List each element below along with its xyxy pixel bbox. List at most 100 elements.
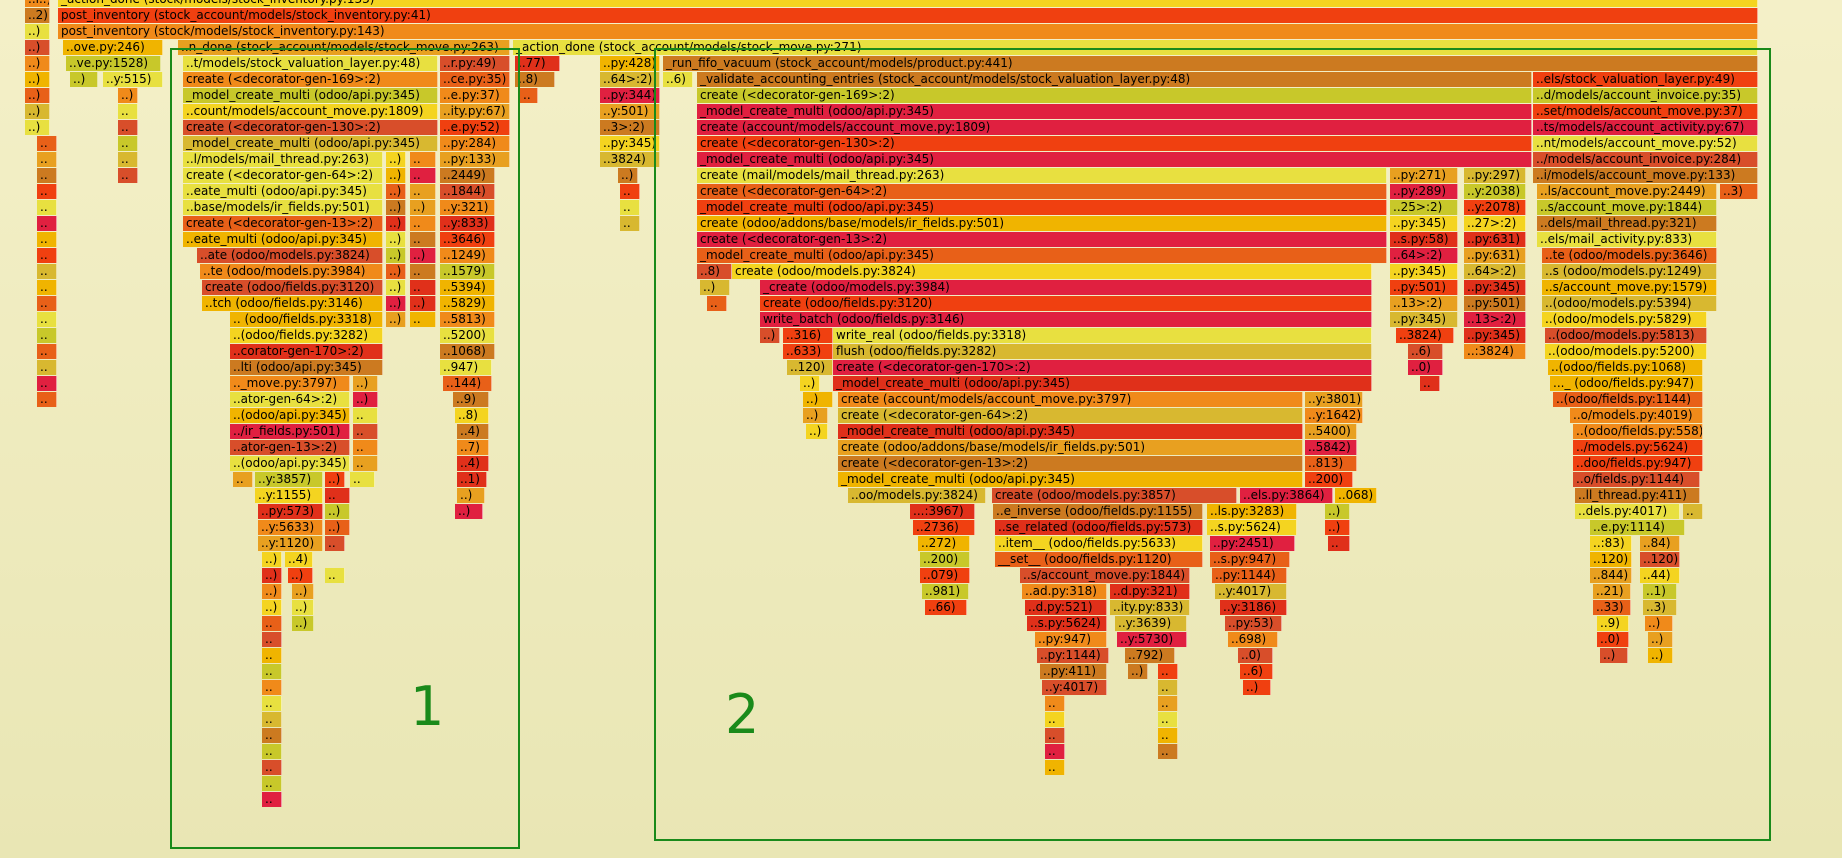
- flame-frame[interactable]: ..: [707, 296, 727, 311]
- flame-frame[interactable]: ..: [1328, 536, 1350, 551]
- flame-frame[interactable]: _run_fifo_vacuum (stock_account/models/p…: [663, 56, 1758, 71]
- flame-frame[interactable]: ..dels.py:4017): [1575, 504, 1680, 519]
- flame-frame[interactable]: ..se_related (odoo/fields.py:573): [995, 520, 1203, 535]
- flame-frame[interactable]: ..py:133): [440, 152, 510, 167]
- flame-frame[interactable]: ..: [410, 152, 436, 167]
- flame-frame[interactable]: _model_create_multi (odoo/api.py:345): [833, 376, 1372, 391]
- flame-frame[interactable]: ..): [386, 280, 406, 295]
- flame-frame[interactable]: ..813): [1305, 456, 1357, 471]
- flame-frame[interactable]: ..py:947): [1035, 632, 1107, 647]
- flame-frame[interactable]: ..py:345): [600, 136, 660, 151]
- flame-frame[interactable]: ..844): [1590, 568, 1632, 583]
- flame-frame[interactable]: create (odoo/fields.py:3120): [202, 280, 383, 295]
- flame-frame[interactable]: ..ator-gen-64>:2): [230, 392, 350, 407]
- flame-frame[interactable]: ..: [325, 488, 350, 503]
- flame-frame[interactable]: _model_create_multi (odoo/api.py:345): [697, 104, 1532, 119]
- flame-frame[interactable]: ..3646): [440, 232, 495, 247]
- flame-frame[interactable]: ..: [410, 232, 436, 247]
- flame-frame[interactable]: ..d/models/account_invoice.py:35): [1533, 88, 1758, 103]
- flame-frame[interactable]: ..: [262, 776, 282, 791]
- flame-frame[interactable]: ..4): [285, 552, 313, 567]
- flame-frame[interactable]: post_inventory (stock_account/models/sto…: [58, 8, 1758, 23]
- flame-frame[interactable]: ..te (odoo/models.py:3984): [200, 264, 383, 279]
- flame-frame[interactable]: ..1844): [440, 184, 495, 199]
- flame-frame[interactable]: ..): [386, 264, 406, 279]
- flame-frame[interactable]: ..t/models/stock_valuation_layer.py:48): [183, 56, 438, 71]
- flame-frame[interactable]: ..py:2451): [1210, 536, 1295, 551]
- flame-frame[interactable]: ..(odoo/fields.py:558): [1573, 424, 1703, 439]
- flame-frame[interactable]: ..ad.py:318): [1022, 584, 1107, 599]
- flame-frame[interactable]: ..dels/mail_thread.py:321): [1537, 216, 1717, 231]
- flame-frame[interactable]: create (odoo/fields.py:3120): [760, 296, 1372, 311]
- flame-frame[interactable]: create (<decorator-gen-169>:2): [183, 72, 438, 87]
- flame-frame[interactable]: ..44): [1640, 568, 1680, 583]
- flame-frame[interactable]: ..5813): [440, 312, 495, 327]
- flame-frame[interactable]: ..: [37, 344, 57, 359]
- flame-frame[interactable]: ..2449): [440, 168, 495, 183]
- flame-frame[interactable]: ..ls.py:3283): [1207, 504, 1297, 519]
- flame-frame[interactable]: ..8): [455, 408, 489, 423]
- flame-frame[interactable]: ..ity.py:67): [440, 104, 510, 119]
- flame-frame[interactable]: ..: [1420, 376, 1440, 391]
- flame-frame[interactable]: ..: [37, 184, 57, 199]
- flame-frame[interactable]: ..: [1045, 712, 1065, 727]
- flame-frame[interactable]: ..: [118, 152, 138, 167]
- flame-frame[interactable]: ..): [410, 200, 436, 215]
- flame-frame[interactable]: ..): [1325, 520, 1350, 535]
- flame-frame[interactable]: ..): [325, 472, 345, 487]
- flame-frame[interactable]: ..): [288, 568, 313, 583]
- flame-frame[interactable]: ..): [70, 72, 98, 87]
- flame-frame[interactable]: _model_create_multi (odoo/api.py:345): [697, 200, 1387, 215]
- flame-frame[interactable]: ..): [806, 424, 828, 439]
- flame-frame[interactable]: ..: [262, 744, 282, 759]
- flame-frame[interactable]: ..3824): [1396, 328, 1454, 343]
- flame-frame[interactable]: ..: [37, 232, 57, 247]
- flame-frame[interactable]: ..e.py:52): [440, 120, 510, 135]
- flame-frame[interactable]: ..120): [1640, 552, 1680, 567]
- flame-frame[interactable]: ..y:515): [103, 72, 163, 87]
- flame-frame[interactable]: ..: [262, 712, 282, 727]
- flame-frame[interactable]: ..0): [1597, 632, 1629, 647]
- flame-frame[interactable]: ..oo/models.py:3824): [848, 488, 986, 503]
- flame-frame[interactable]: ..: [620, 184, 640, 199]
- flame-frame[interactable]: ../models/account_invoice.py:284): [1533, 152, 1758, 167]
- flame-frame[interactable]: ..py:501): [1464, 296, 1526, 311]
- flame-frame[interactable]: ..: [37, 280, 57, 295]
- flame-frame[interactable]: ..:83): [1590, 536, 1632, 551]
- flame-frame[interactable]: ..py:297): [1464, 168, 1526, 183]
- flame-frame[interactable]: post_inventory (stock/models/stock_inven…: [58, 24, 1758, 39]
- flame-frame[interactable]: ..633): [783, 344, 833, 359]
- flame-frame[interactable]: ..y:3639): [1115, 616, 1187, 631]
- flame-frame[interactable]: ..(odoo/models.py:5200): [1545, 344, 1707, 359]
- flame-frame[interactable]: ..: [37, 168, 57, 183]
- flame-frame[interactable]: ..e_inverse (odoo/fields.py:1155): [993, 504, 1203, 519]
- flame-frame[interactable]: ..: [1158, 728, 1178, 743]
- flame-frame[interactable]: ..base/models/ir_fields.py:501): [183, 200, 383, 215]
- flame-frame[interactable]: ..: [410, 184, 436, 199]
- flame-frame[interactable]: ..: [262, 696, 282, 711]
- flame-frame[interactable]: ..(odoo/models.py:5829): [1542, 312, 1707, 327]
- flame-frame[interactable]: ..i/models/account_move.py:133): [1533, 168, 1758, 183]
- flame-frame[interactable]: ..64>:2): [1464, 264, 1526, 279]
- flame-frame[interactable]: ..count/models/account_move.py:1809): [183, 104, 438, 119]
- flame-frame[interactable]: ..lti (odoo/api.py:345): [230, 360, 383, 375]
- flame-frame[interactable]: ..py:573): [258, 504, 323, 519]
- flame-frame[interactable]: ..s.py:947): [1210, 552, 1290, 567]
- flame-frame[interactable]: ..13>:2): [1464, 312, 1526, 327]
- flame-frame[interactable]: _create (odoo/models.py:3984): [760, 280, 1372, 295]
- flame-frame[interactable]: ..): [325, 520, 350, 535]
- flame-frame[interactable]: ..py:53): [1225, 616, 1282, 631]
- flame-frame[interactable]: ..eate_multi (odoo/api.py:345): [183, 232, 383, 247]
- flame-frame[interactable]: ..7): [457, 440, 489, 455]
- flame-frame[interactable]: ..2): [25, 8, 50, 23]
- flame-frame[interactable]: ..: [262, 680, 282, 695]
- flame-frame[interactable]: ..: [1158, 696, 1178, 711]
- flame-frame[interactable]: __set__ (odoo/fields.py:1120): [995, 552, 1203, 567]
- flame-frame[interactable]: ..: [325, 568, 345, 583]
- flame-frame[interactable]: ..): [410, 296, 436, 311]
- flame-frame[interactable]: ..: [37, 376, 57, 391]
- flame-frame[interactable]: ..: [620, 216, 640, 231]
- flame-frame[interactable]: ..y:4017): [1215, 584, 1287, 599]
- flame-frame[interactable]: ..4): [457, 424, 489, 439]
- flame-frame[interactable]: ..): [1128, 664, 1148, 679]
